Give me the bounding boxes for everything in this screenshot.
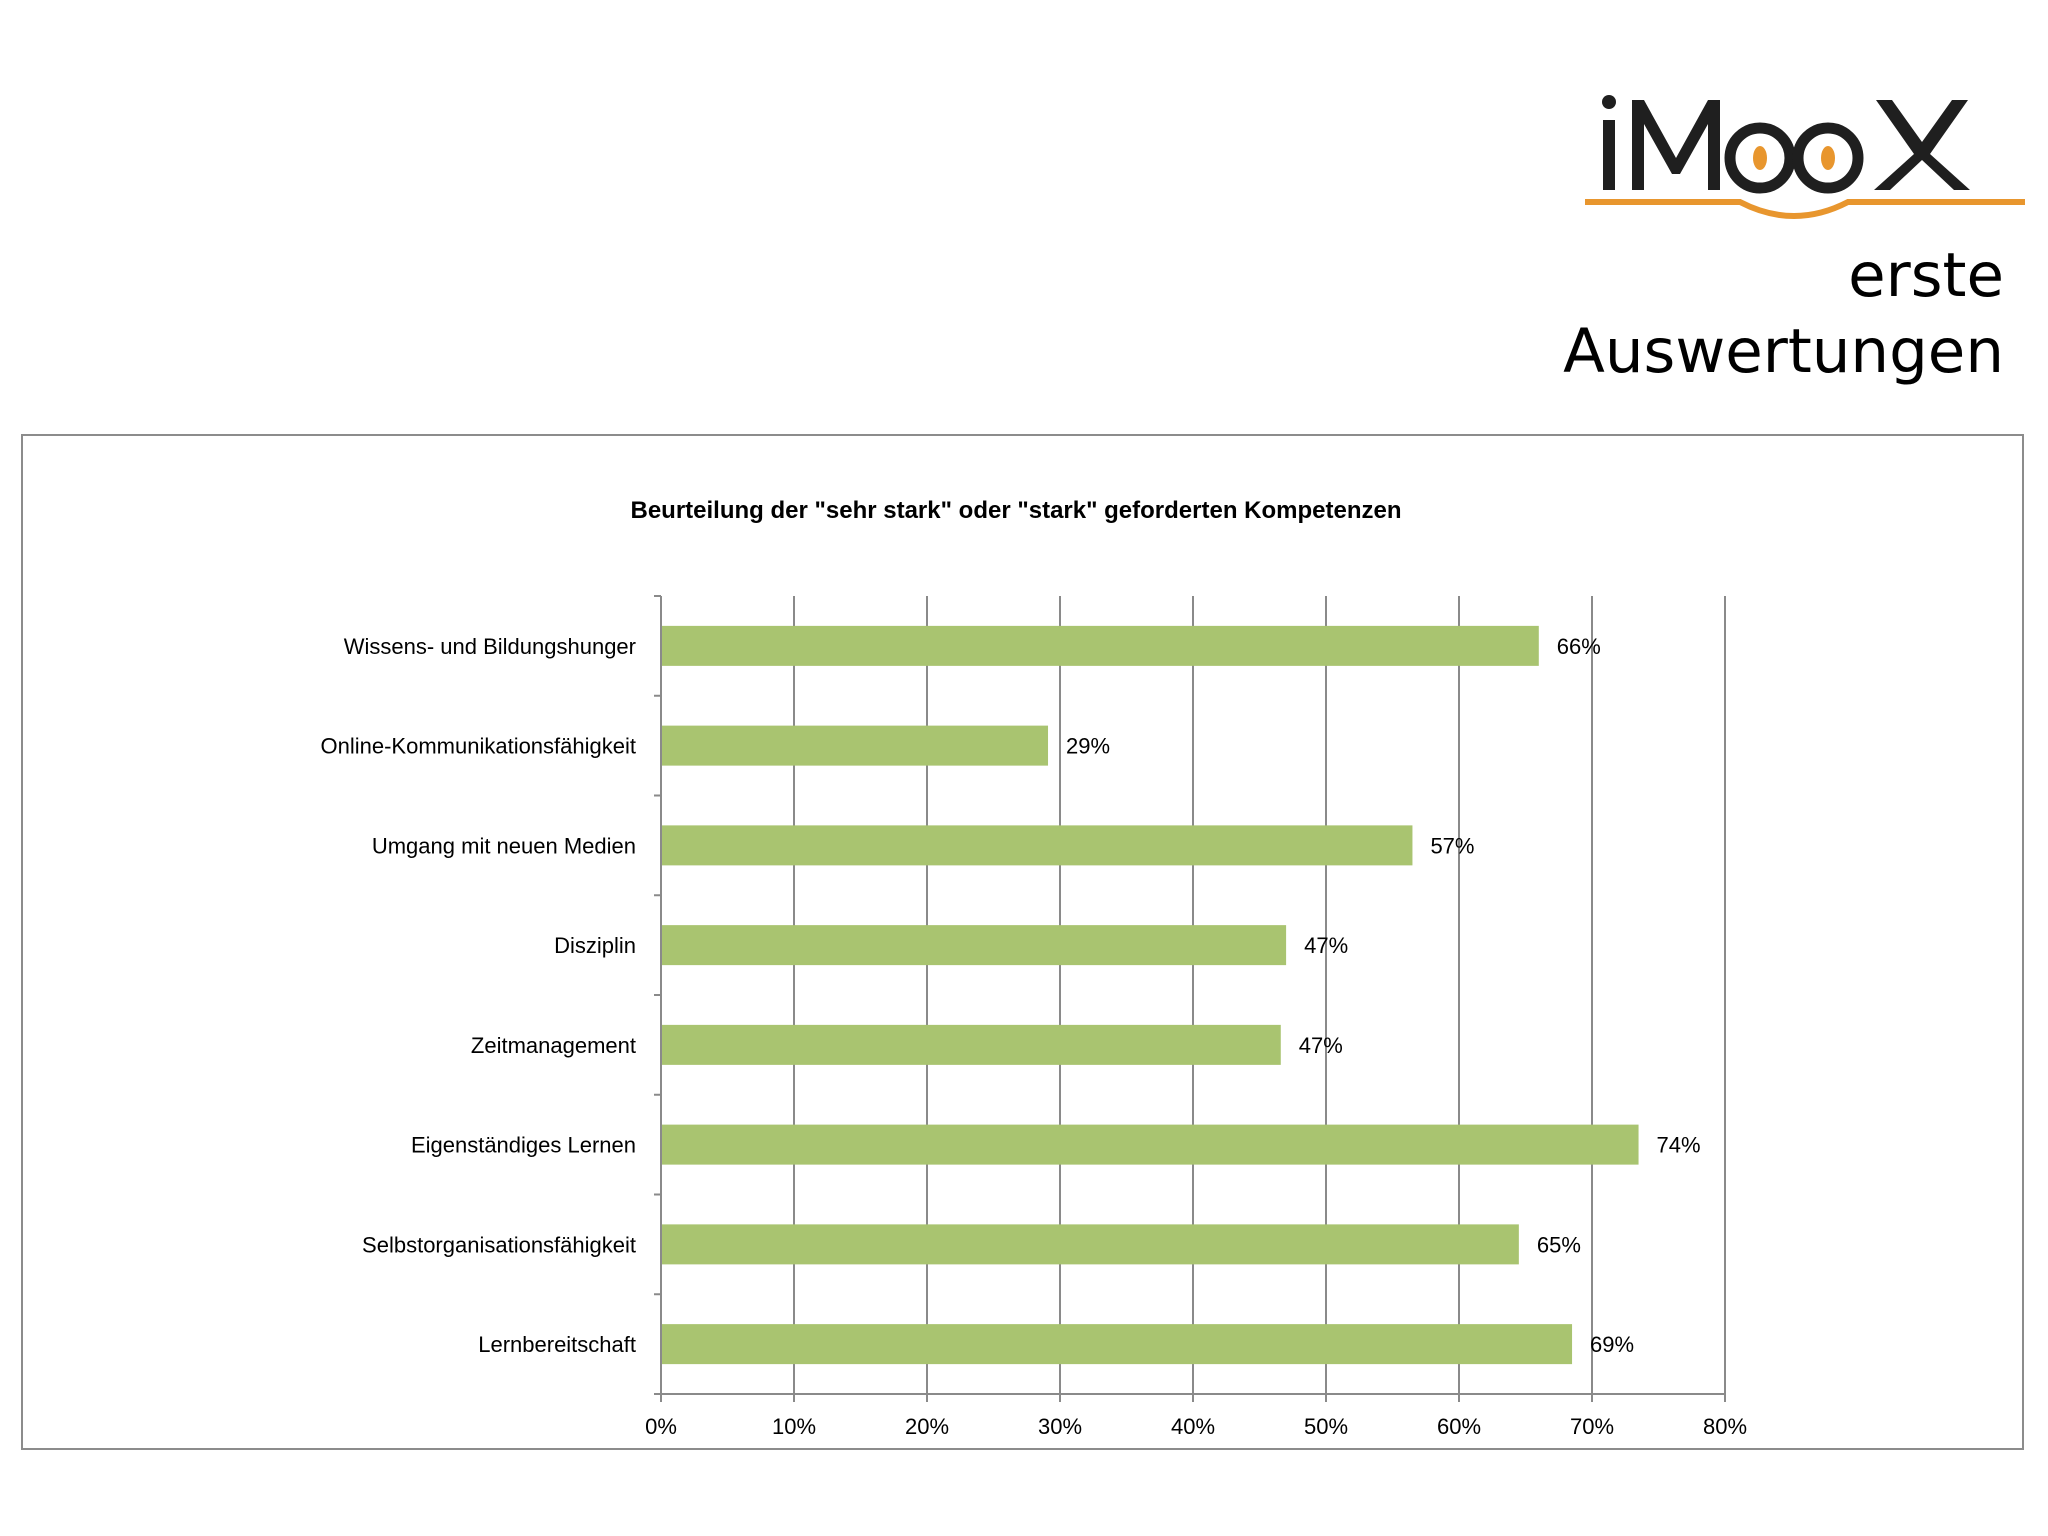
subtitle-line-2: Auswertungen xyxy=(1563,316,2004,387)
chart-frame: Beurteilung der "sehr stark" oder "stark… xyxy=(21,434,2024,1450)
bar xyxy=(661,1324,1573,1365)
bar xyxy=(661,625,1539,666)
logo-i-stem xyxy=(1603,120,1615,190)
category-label: Disziplin xyxy=(554,933,636,958)
category-label: Online-Kommunikationsfähigkeit xyxy=(321,734,637,759)
x-tick-label: 20% xyxy=(905,1414,949,1439)
value-label: 65% xyxy=(1537,1232,1581,1257)
bar xyxy=(661,1124,1639,1165)
x-tick-label: 10% xyxy=(772,1414,816,1439)
x-tick-label: 30% xyxy=(1038,1414,1082,1439)
category-label: Lernbereitschaft xyxy=(478,1332,636,1357)
category-label: Selbstorganisationsfähigkeit xyxy=(362,1232,636,1257)
value-label: 47% xyxy=(1299,1033,1343,1058)
axes xyxy=(654,595,1726,1402)
labels: 0% 10% 20% 30% 40% 50% 60% 70% 80% Wissens- und B… xyxy=(321,634,1748,1439)
logo-i-dot xyxy=(1602,95,1616,109)
category-label: Zeitmanagement xyxy=(471,1033,636,1058)
value-label: 74% xyxy=(1657,1133,1701,1158)
value-label: 47% xyxy=(1304,933,1348,958)
logo-o-left xyxy=(1724,122,1796,194)
bar xyxy=(661,725,1049,766)
logo-x xyxy=(1874,100,1970,190)
x-tick-label: 70% xyxy=(1570,1414,1614,1439)
bar xyxy=(661,1224,1519,1265)
category-label: Wissens- und Bildungshunger xyxy=(344,634,636,659)
category-label: Umgang mit neuen Medien xyxy=(372,833,636,858)
bar xyxy=(661,825,1413,866)
logo-o-right xyxy=(1792,122,1864,194)
gridlines xyxy=(793,596,1726,1394)
bars xyxy=(661,625,1639,1365)
slide-subtitle: erste Auswertungen xyxy=(1304,238,2004,390)
logo-eye-right xyxy=(1821,146,1835,170)
subtitle-line-1: erste xyxy=(1848,240,2004,311)
value-label: 57% xyxy=(1430,833,1474,858)
chart-title: Beurteilung der "sehr stark" oder "stark… xyxy=(630,497,1401,524)
logo-eye-left xyxy=(1753,146,1767,170)
x-tick-label: 80% xyxy=(1703,1414,1747,1439)
x-tick-label: 60% xyxy=(1437,1414,1481,1439)
imoox-logo xyxy=(1585,95,2025,219)
category-label: Eigenständiges Lernen xyxy=(411,1133,636,1158)
bar-chart: Beurteilung der "sehr stark" oder "stark… xyxy=(321,497,1748,1439)
value-label: 66% xyxy=(1557,634,1601,659)
value-label: 29% xyxy=(1066,734,1110,759)
bar xyxy=(661,925,1287,966)
logo-underline xyxy=(1585,199,2025,219)
bar xyxy=(661,1024,1281,1065)
x-tick-label: 0% xyxy=(645,1414,677,1439)
x-tick-label: 40% xyxy=(1171,1414,1215,1439)
logo-m xyxy=(1632,100,1720,190)
x-tick-label: 50% xyxy=(1304,1414,1348,1439)
value-label: 69% xyxy=(1590,1332,1634,1357)
